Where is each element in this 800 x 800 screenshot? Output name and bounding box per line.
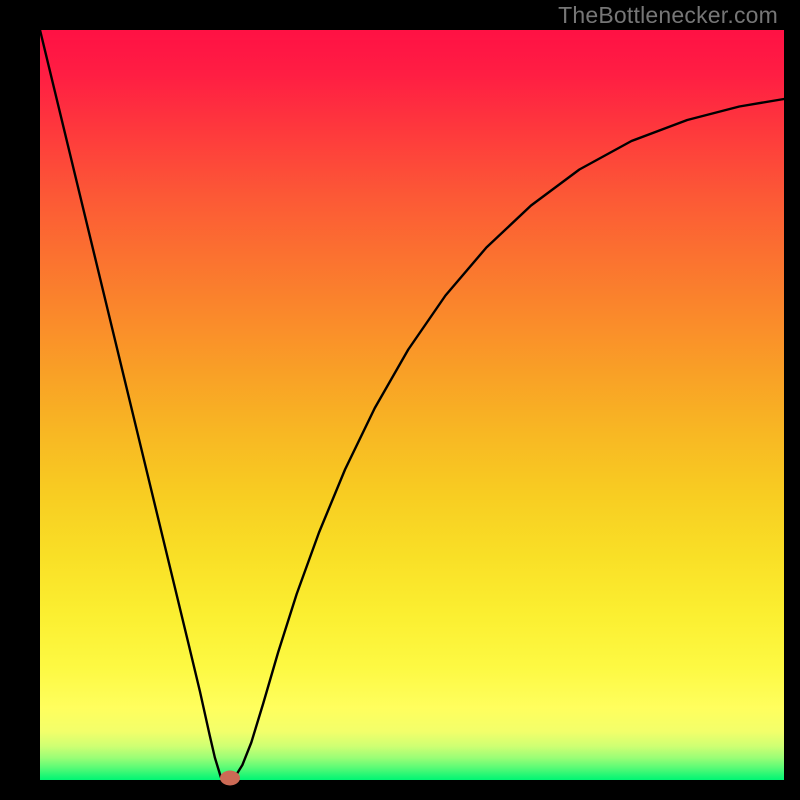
chart-container: TheBottlenecker.com [0, 0, 800, 800]
plot-area [40, 30, 784, 780]
watermark-text: TheBottlenecker.com [558, 2, 778, 29]
curve-layer [40, 30, 784, 780]
curve-path [40, 30, 784, 780]
minimum-marker [220, 770, 240, 785]
